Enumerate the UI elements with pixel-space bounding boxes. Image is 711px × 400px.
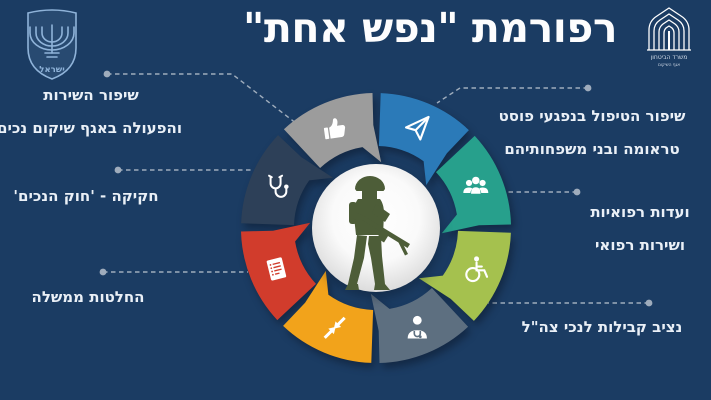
label-ptsd: שיפור הטיפול בנפגעי פוסט טראומה ובני משפ… <box>478 100 706 166</box>
label-legislation: חקיקה - 'חוק הנכים' <box>0 180 172 213</box>
label-service: שיפור השירות והפעולה באגף שיקום נכים <box>0 79 182 145</box>
menorah-icon <box>29 24 75 58</box>
segment-medic <box>370 288 469 363</box>
donut-ring <box>241 93 511 363</box>
soldier-icon <box>345 176 410 290</box>
label-government-line1: החלטות ממשלה <box>31 288 145 306</box>
segment-stethoscope <box>241 135 334 226</box>
label-medical: ועדות רפואיות ושירות רפואי <box>575 196 705 262</box>
leader-lines <box>99 70 653 307</box>
leader-line-service <box>107 73 302 128</box>
label-service-line2: והפעולה באגף שיקום נכים <box>0 119 182 137</box>
label-ptsd-line1: שיפור הטיפול בנפגעי פוסט <box>498 107 686 125</box>
label-government: החלטות ממשלה <box>4 281 172 314</box>
mod-caption-line1: משרד הביטחון <box>651 54 688 61</box>
segment-people <box>436 135 511 234</box>
segment-converge-arrows <box>283 270 374 363</box>
leader-line-ptsd <box>436 87 588 104</box>
page-title: רפורמת "נפש אחת" <box>242 4 618 52</box>
emblem-caption: ישראל <box>39 65 64 75</box>
mod-caption-line2: אגף השיקום <box>658 62 680 67</box>
mod-arches-icon <box>647 7 691 51</box>
label-medical-line1: ועדות רפואיות <box>590 203 690 221</box>
label-ombudsman: נציב קבילות לנכי צה"ל <box>495 311 709 344</box>
label-ptsd-line2: טראומה ובני משפחותיהם <box>504 140 680 158</box>
label-ombudsman-line1: נציב קבילות לנכי צה"ל <box>521 318 683 336</box>
label-legislation-line1: חקיקה - 'חוק הנכים' <box>13 187 159 205</box>
ministry-of-defense-logo: משרד הביטחון אגף השיקום <box>638 6 700 76</box>
segment-wheelchair <box>418 230 511 321</box>
label-medical-line2: ושירות רפואי <box>595 236 685 254</box>
leader-dots <box>99 70 653 307</box>
segment-paper-plane <box>378 93 469 186</box>
label-service-line1: שיפור השירות <box>43 86 139 104</box>
israel-state-emblem: ישראל <box>20 8 84 88</box>
